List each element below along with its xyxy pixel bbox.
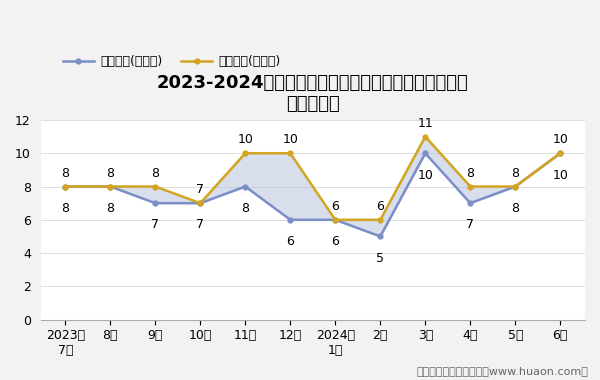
出口总额(亿美元) (332, 217, 339, 222)
Text: 8: 8 (106, 202, 115, 215)
Text: 8: 8 (61, 166, 70, 180)
Text: 7: 7 (196, 218, 205, 231)
出口总额(亿美元) (512, 184, 519, 189)
Text: 10: 10 (553, 133, 568, 146)
出口总额(亿美元) (197, 201, 204, 206)
进口总额(亿美元) (377, 217, 384, 222)
Text: 11: 11 (418, 117, 433, 130)
Text: 6: 6 (331, 235, 339, 248)
Text: 10: 10 (238, 133, 253, 146)
出口总额(亿美元) (557, 151, 564, 155)
Text: 6: 6 (376, 200, 384, 213)
Text: 8: 8 (511, 166, 519, 180)
出口总额(亿美元) (422, 151, 429, 155)
Text: 8: 8 (466, 166, 474, 180)
Text: 8: 8 (106, 166, 115, 180)
进口总额(亿美元) (287, 151, 294, 155)
Text: 7: 7 (466, 218, 474, 231)
Text: 10: 10 (283, 133, 298, 146)
出口总额(亿美元) (107, 184, 114, 189)
Text: 6: 6 (286, 235, 294, 248)
出口总额(亿美元) (242, 184, 249, 189)
进口总额(亿美元) (557, 151, 564, 155)
Text: 5: 5 (376, 252, 384, 265)
Title: 2023-2024年烟台经济技术开发区商品收发货人所在地
进、出口额: 2023-2024年烟台经济技术开发区商品收发货人所在地 进、出口额 (157, 74, 469, 113)
Text: 8: 8 (151, 166, 160, 180)
Text: 8: 8 (241, 202, 250, 215)
出口总额(亿美元) (287, 217, 294, 222)
出口总额(亿美元) (62, 184, 69, 189)
Text: 8: 8 (511, 202, 519, 215)
Text: 10: 10 (553, 168, 568, 182)
进口总额(亿美元) (152, 184, 159, 189)
Text: 制图：华经产业研究院（www.huaon.com）: 制图：华经产业研究院（www.huaon.com） (416, 366, 588, 376)
进口总额(亿美元) (422, 134, 429, 139)
出口总额(亿美元) (152, 201, 159, 206)
进口总额(亿美元) (332, 217, 339, 222)
Line: 出口总额(亿美元): 出口总额(亿美元) (63, 151, 563, 239)
Text: 7: 7 (151, 218, 160, 231)
Text: 7: 7 (196, 183, 205, 196)
进口总额(亿美元) (197, 201, 204, 206)
出口总额(亿美元) (377, 234, 384, 239)
出口总额(亿美元) (467, 201, 474, 206)
Line: 进口总额(亿美元): 进口总额(亿美元) (63, 134, 563, 222)
进口总额(亿美元) (107, 184, 114, 189)
Text: 8: 8 (61, 202, 70, 215)
Text: 10: 10 (418, 168, 433, 182)
Legend: 出口总额(亿美元), 进口总额(亿美元): 出口总额(亿美元), 进口总额(亿美元) (58, 50, 286, 73)
进口总额(亿美元) (62, 184, 69, 189)
进口总额(亿美元) (467, 184, 474, 189)
进口总额(亿美元) (512, 184, 519, 189)
Text: 6: 6 (331, 200, 339, 213)
进口总额(亿美元) (242, 151, 249, 155)
